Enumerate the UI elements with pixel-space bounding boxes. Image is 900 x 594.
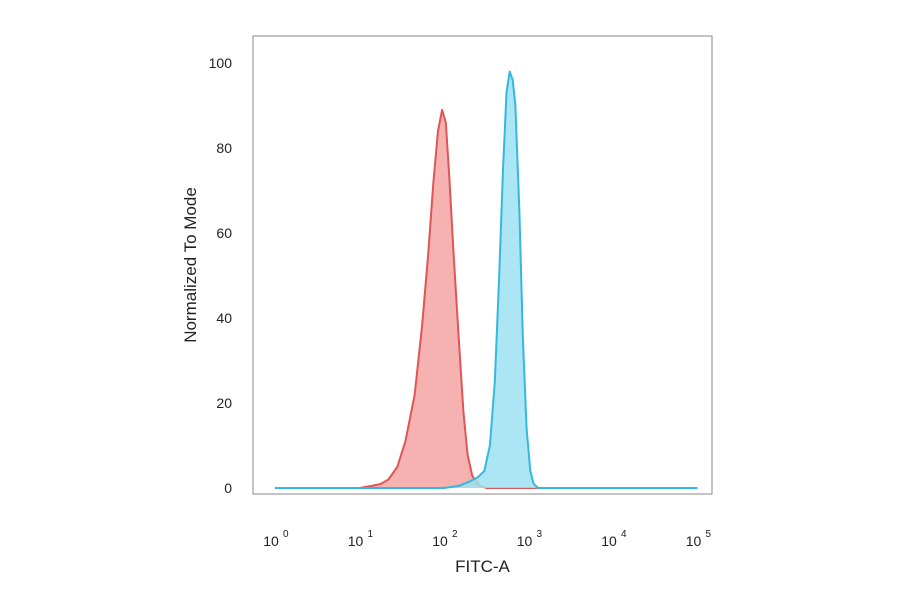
series-1-area bbox=[275, 109, 698, 489]
y-tick-label: 80 bbox=[216, 140, 232, 156]
series-1-line bbox=[275, 108, 698, 489]
plot-frame bbox=[252, 35, 713, 495]
x-tick-base: 10 bbox=[263, 533, 279, 549]
x-tick-label: 10 1 bbox=[348, 529, 374, 549]
x-tick-label: 10 5 bbox=[686, 529, 712, 549]
y-axis-label: Normalized To Mode bbox=[181, 187, 200, 343]
x-tick-base: 10 bbox=[432, 533, 448, 549]
x-tick-base: 10 bbox=[686, 533, 702, 549]
x-tick-exponent: 3 bbox=[537, 529, 543, 540]
y-tick-label: 0 bbox=[224, 480, 232, 496]
y-axis-ticks: 0 20 40 60 80 100 bbox=[209, 55, 233, 496]
x-axis-label: FITC-A bbox=[455, 557, 510, 576]
x-tick-label: 10 4 bbox=[601, 529, 627, 549]
x-tick-base: 10 bbox=[601, 533, 617, 549]
x-tick-base: 10 bbox=[517, 533, 533, 549]
x-tick-exponent: 1 bbox=[368, 529, 374, 540]
y-tick-label: 40 bbox=[216, 310, 232, 326]
x-tick-base: 10 bbox=[348, 533, 364, 549]
series-2-area bbox=[275, 71, 698, 488]
x-tick-exponent: 2 bbox=[452, 529, 458, 540]
series-2-line bbox=[275, 70, 698, 489]
x-axis-ticks: 10 0 10 1 10 2 10 3 10 4 10 5 bbox=[263, 529, 711, 549]
x-tick-label: 10 0 bbox=[263, 529, 289, 549]
y-tick-label: 100 bbox=[209, 55, 233, 71]
y-tick-label: 20 bbox=[216, 395, 232, 411]
x-tick-exponent: 5 bbox=[706, 529, 712, 540]
x-tick-label: 10 2 bbox=[432, 529, 458, 549]
x-tick-exponent: 4 bbox=[621, 529, 627, 540]
x-tick-label: 10 3 bbox=[517, 529, 543, 549]
plot-area bbox=[275, 70, 698, 489]
x-tick-exponent: 0 bbox=[283, 529, 289, 540]
y-tick-label: 60 bbox=[216, 225, 232, 241]
